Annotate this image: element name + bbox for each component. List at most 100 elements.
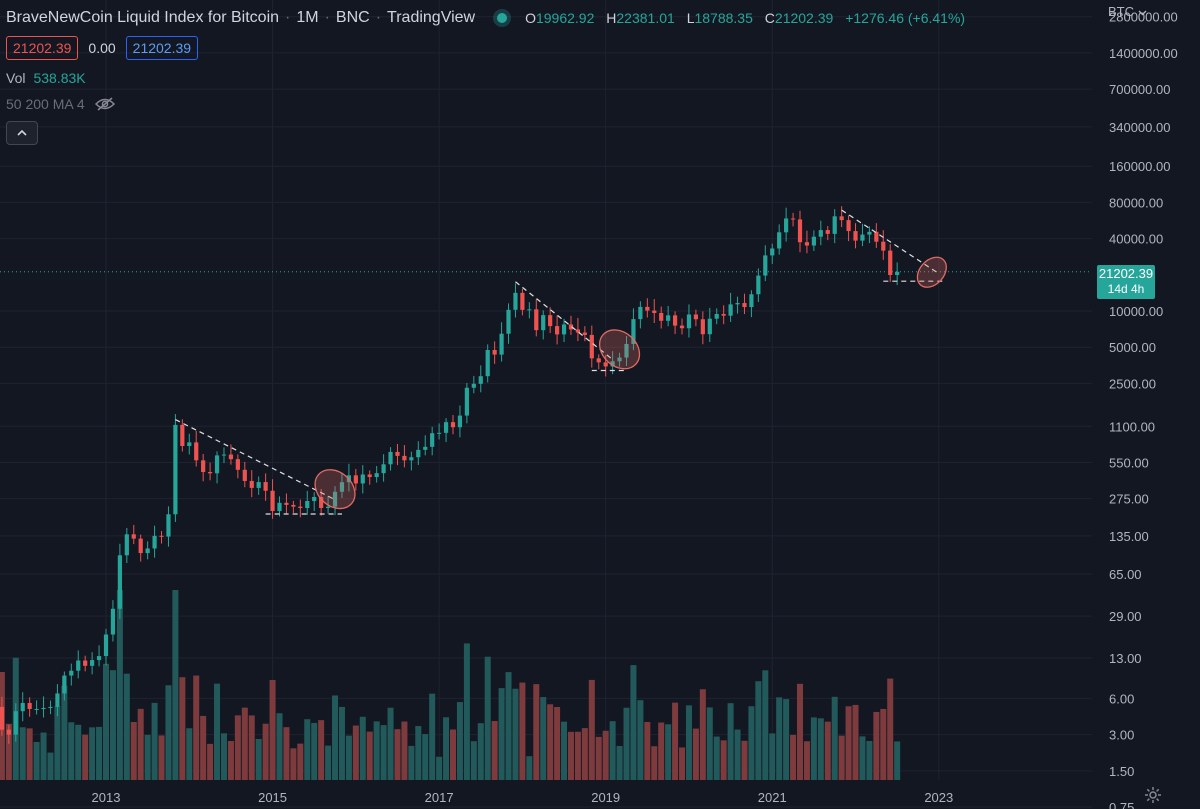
candle-body [402, 455, 407, 461]
volume-bar [755, 681, 762, 780]
candle-body [41, 707, 46, 710]
volume-bar [574, 731, 581, 780]
candle-body [124, 534, 129, 556]
candle-body [103, 634, 109, 657]
candle-body [110, 608, 116, 635]
separator: · [324, 9, 330, 26]
candle-body [895, 271, 900, 275]
candle-body [839, 216, 844, 221]
candle-body [332, 491, 338, 507]
volume-bar [831, 696, 838, 780]
candle-body [13, 711, 18, 735]
candle-body [20, 702, 25, 712]
volume-bar [130, 721, 137, 780]
volume-bar [734, 729, 741, 780]
volume-bar [123, 673, 130, 780]
open-value: 19962.92 [535, 10, 595, 26]
buy-button[interactable]: 21202.39 [125, 36, 199, 60]
volume-bar [658, 722, 665, 780]
volume-bar [200, 715, 207, 780]
sell-button[interactable]: 21202.39 [6, 36, 79, 60]
volume-bar [477, 723, 484, 780]
candle-body [152, 535, 157, 549]
change-value: +1276.46 (+6.41%) [845, 10, 966, 26]
candle-body [589, 334, 594, 359]
y-tick-label: 1100.00 [1109, 419, 1155, 434]
legend-title[interactable]: BraveNewCoin Liquid Index for Bitcoin · … [6, 8, 965, 28]
candle-body [69, 670, 74, 676]
volume-bar [644, 721, 651, 780]
candle-body [853, 231, 858, 241]
trendline[interactable] [515, 281, 613, 360]
symbol-name[interactable]: BraveNewCoin Liquid Index for Bitcoin [6, 9, 280, 26]
candle-body [846, 220, 851, 232]
candle-body [450, 422, 456, 428]
volume-bar [304, 719, 311, 780]
x-tick-label: 2019 [591, 790, 620, 805]
volume-bar [699, 689, 706, 780]
y-tick-label: 6.00 [1109, 691, 1134, 706]
candle-body [721, 313, 726, 316]
volume-bar [824, 721, 831, 780]
candle-body [513, 292, 518, 310]
candle-body [395, 451, 400, 456]
volume-bar [727, 703, 734, 780]
volume-bar [394, 729, 401, 780]
volume-bar [290, 748, 297, 780]
candle-body [471, 383, 476, 388]
candle-body [763, 255, 768, 276]
price-axis[interactable]: 2800000.00 1400000.00 700000.00 340000.00 16… [1109, 10, 1178, 809]
candle-body [742, 303, 747, 308]
y-tick-label: 160000.00 [1109, 159, 1170, 174]
volume-bar [387, 707, 394, 780]
volume-bar [429, 693, 436, 780]
candle-body [506, 309, 511, 334]
volume-bar [769, 733, 776, 780]
candle-body [305, 501, 310, 509]
highlight-ellipse[interactable] [592, 322, 647, 377]
volume-bar [894, 741, 901, 780]
currency-select[interactable]: BTC [1108, 4, 1147, 19]
trendline[interactable] [841, 209, 940, 275]
volume-legend[interactable]: Vol 538.83K [6, 70, 86, 86]
volume-bar [616, 745, 623, 780]
currency-label: BTC [1108, 4, 1134, 19]
ma-indicator-legend[interactable]: 50 200 MA 4 [6, 96, 115, 112]
volume-bar [116, 590, 123, 780]
volume-bar [332, 695, 339, 780]
time-axis[interactable]: 2013 2015 2017 2019 2021 2023 [92, 790, 954, 805]
volume-bars [0, 590, 901, 780]
volume-bar [241, 707, 248, 780]
gear-icon[interactable] [1144, 786, 1162, 804]
volume-bar [685, 705, 692, 780]
candle-body [797, 219, 803, 243]
volume-bar [748, 706, 755, 780]
candle-body [131, 534, 136, 539]
volume-bar [40, 732, 47, 780]
highlight-ellipse[interactable] [912, 252, 953, 293]
volume-bar [561, 721, 568, 780]
volume-bar [359, 716, 366, 780]
candle-body [888, 250, 893, 275]
exchange-label[interactable]: BNC [335, 9, 370, 26]
candle-body [804, 242, 810, 246]
volume-bar [75, 724, 82, 780]
candle-body [48, 706, 53, 708]
volume-bar [47, 752, 54, 780]
y-tick-label: 65.00 [1109, 567, 1142, 582]
highlight-ellipse[interactable] [307, 462, 362, 517]
candle-body [832, 216, 837, 234]
eye-off-icon[interactable] [94, 97, 115, 111]
volume-bar [609, 721, 616, 780]
y-tick-label: 29.00 [1109, 609, 1142, 624]
volume-bar [498, 688, 505, 780]
x-tick-label: 2017 [425, 790, 454, 805]
interval-label[interactable]: 1M [296, 9, 319, 26]
trendline[interactable] [175, 419, 336, 501]
collapse-legend-button[interactable] [6, 121, 38, 145]
volume-label: Vol [6, 70, 26, 86]
y-tick-label: 340000.00 [1109, 120, 1170, 135]
volume-bar [422, 734, 429, 780]
candle-body [228, 454, 234, 460]
